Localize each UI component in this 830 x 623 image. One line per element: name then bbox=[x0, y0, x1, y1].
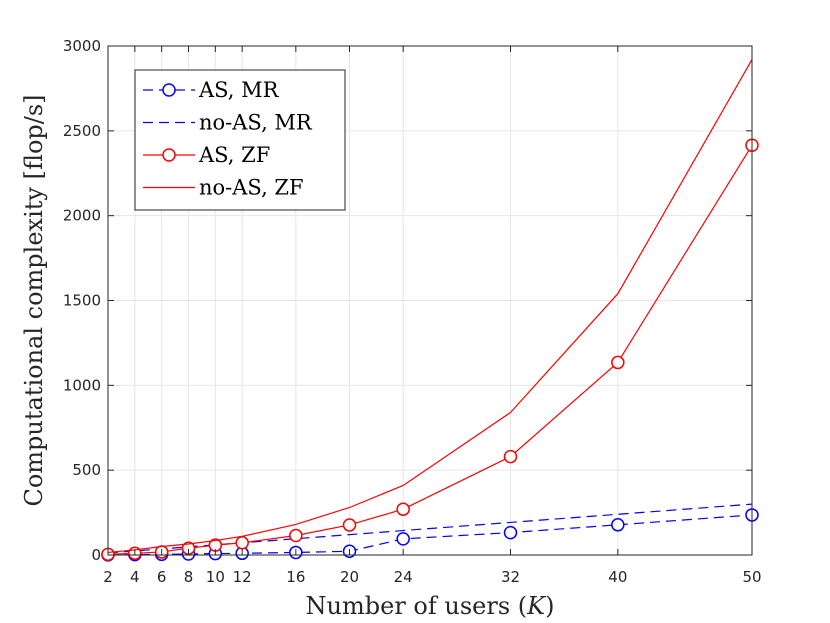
x-tick-label: 24 bbox=[394, 568, 413, 586]
series-line bbox=[107, 503, 753, 554]
legend-marker bbox=[162, 83, 176, 97]
legend-label: AS, ZF bbox=[198, 143, 270, 167]
x-tick-label: 10 bbox=[206, 568, 225, 586]
data-point bbox=[503, 449, 518, 464]
x-tick-label: 50 bbox=[742, 568, 761, 586]
y-tick-label: 2000 bbox=[63, 207, 101, 225]
data-point bbox=[235, 536, 249, 550]
series-line bbox=[107, 514, 753, 556]
x-tick-label: 4 bbox=[130, 568, 140, 586]
x-tick-label: 12 bbox=[233, 568, 252, 586]
series-no-as-zf bbox=[107, 59, 753, 554]
y-tick-label: 1000 bbox=[63, 376, 101, 394]
legend-label: no-AS, MR bbox=[199, 111, 313, 135]
x-tick-label: 16 bbox=[286, 568, 305, 586]
data-point bbox=[396, 502, 410, 516]
data-point bbox=[503, 525, 518, 540]
x-axis-title: Number of users (K) bbox=[306, 592, 555, 620]
series-line bbox=[107, 59, 753, 554]
y-tick-label: 0 bbox=[91, 546, 101, 564]
x-tick-label: 6 bbox=[157, 568, 167, 586]
data-point bbox=[342, 518, 357, 532]
legend-entry: AS, MR bbox=[143, 78, 280, 102]
legend-entry: AS, ZF bbox=[143, 143, 270, 167]
legend-entry: no-AS, ZF bbox=[143, 176, 304, 200]
legend-marker bbox=[162, 148, 176, 162]
y-tick-label: 1500 bbox=[63, 292, 101, 310]
data-point bbox=[611, 518, 625, 532]
x-tick-label: 32 bbox=[501, 568, 520, 586]
series-no-as-mr bbox=[107, 503, 753, 554]
y-axis-title: Computational complexity [flop/s] bbox=[20, 94, 48, 506]
x-tick-label: 2 bbox=[103, 568, 113, 586]
legend-entry: no-AS, MR bbox=[143, 111, 313, 135]
x-tick-label: 8 bbox=[184, 568, 194, 586]
ticks: 2 4 6 8 10 12 16 20 24 32 40 5005001000150020002500… bbox=[63, 37, 762, 586]
legend-label: AS, MR bbox=[198, 78, 280, 102]
series-as-mr bbox=[101, 508, 759, 562]
y-tick-label: 3000 bbox=[63, 37, 101, 55]
y-tick-label: 2500 bbox=[63, 122, 101, 140]
series-as-zf bbox=[101, 138, 759, 562]
y-tick-label: 500 bbox=[72, 461, 101, 479]
legend-label: no-AS, ZF bbox=[199, 176, 304, 200]
data-point bbox=[289, 528, 303, 543]
data-point bbox=[611, 355, 625, 370]
data-point bbox=[396, 532, 410, 546]
legend: AS, MR no-AS, MR AS, ZF no-AS, ZF bbox=[134, 69, 346, 211]
x-tick-label: 40 bbox=[608, 568, 627, 586]
x-tick-label: 20 bbox=[340, 568, 359, 586]
series-group bbox=[101, 59, 759, 562]
